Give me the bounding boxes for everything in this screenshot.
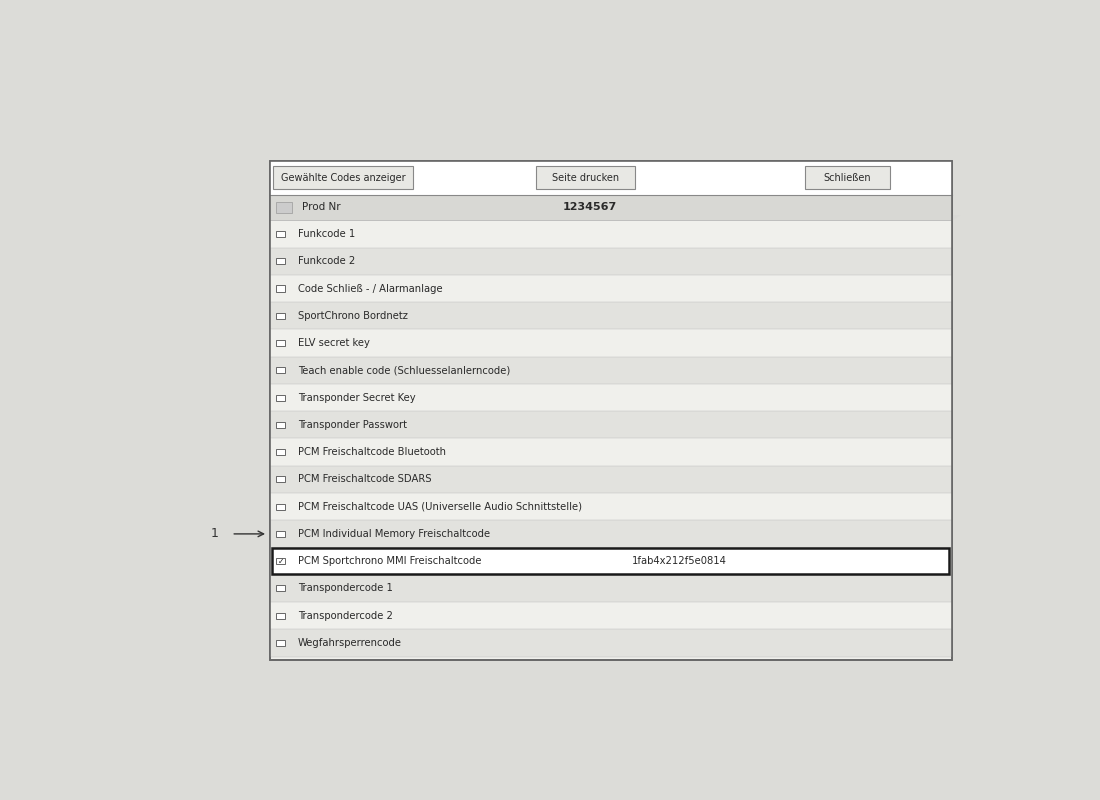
Text: Funkcode 1: Funkcode 1 xyxy=(298,229,355,239)
Bar xyxy=(276,258,285,264)
Bar xyxy=(276,586,285,591)
Bar xyxy=(270,248,952,275)
Bar xyxy=(276,313,285,319)
Bar xyxy=(276,503,285,510)
Bar xyxy=(270,302,952,330)
Bar xyxy=(276,422,285,428)
Bar xyxy=(276,476,285,482)
Text: ELV secret key: ELV secret key xyxy=(298,338,370,348)
Bar xyxy=(536,166,635,189)
Bar xyxy=(276,640,285,646)
Bar xyxy=(805,166,890,189)
Bar xyxy=(270,194,952,221)
Bar xyxy=(270,630,952,657)
Text: ☆: ☆ xyxy=(868,181,967,288)
Bar xyxy=(270,330,952,357)
Bar xyxy=(276,531,285,537)
Text: 1234567: 1234567 xyxy=(563,202,617,213)
Bar xyxy=(270,493,952,520)
Text: Transpondercode 1: Transpondercode 1 xyxy=(298,583,393,594)
Text: 1: 1 xyxy=(210,527,219,540)
Bar xyxy=(270,438,952,466)
Bar xyxy=(270,357,952,384)
Bar xyxy=(270,466,952,493)
Text: PCM Individual Memory Freischaltcode: PCM Individual Memory Freischaltcode xyxy=(298,529,490,539)
Text: Wegfahrsperrencode: Wegfahrsperrencode xyxy=(298,638,402,648)
Text: Teach enable code (Schluesselanlerncode): Teach enable code (Schluesselanlerncode) xyxy=(298,366,510,375)
Bar xyxy=(276,286,285,292)
Text: Seite drucken: Seite drucken xyxy=(551,173,618,182)
Text: Code Schließ - / Alarmanlage: Code Schließ - / Alarmanlage xyxy=(298,283,442,294)
Bar xyxy=(276,558,285,564)
Bar xyxy=(270,161,952,660)
Bar xyxy=(276,340,285,346)
Text: Gewählte Codes anzeiger: Gewählte Codes anzeiger xyxy=(280,173,405,182)
Bar xyxy=(270,520,952,547)
Text: Prod Nr: Prod Nr xyxy=(302,202,341,213)
Text: Schließen: Schließen xyxy=(824,173,871,182)
Bar xyxy=(270,275,952,302)
Bar xyxy=(276,449,285,455)
Text: Transponder Passwort: Transponder Passwort xyxy=(298,420,407,430)
Bar xyxy=(270,411,952,438)
Bar xyxy=(276,367,285,374)
Text: Transponder Secret Key: Transponder Secret Key xyxy=(298,393,416,402)
Text: Funkcode 2: Funkcode 2 xyxy=(298,256,355,266)
Text: PCM Sportchrono MMI Freischaltcode: PCM Sportchrono MMI Freischaltcode xyxy=(298,556,482,566)
Text: SportChrono Bordnetz: SportChrono Bordnetz xyxy=(298,311,408,321)
Bar xyxy=(270,161,952,194)
Text: Transpondercode 2: Transpondercode 2 xyxy=(298,610,393,621)
Text: PCM Freischaltcode UAS (Universelle Audio Schnittstelle): PCM Freischaltcode UAS (Universelle Audi… xyxy=(298,502,582,512)
Bar xyxy=(272,549,949,574)
Bar xyxy=(276,231,285,237)
Text: 1fab4x212f5e0814: 1fab4x212f5e0814 xyxy=(631,556,726,566)
Bar xyxy=(276,613,285,618)
Bar xyxy=(270,384,952,411)
Bar xyxy=(273,166,412,189)
Bar xyxy=(276,202,292,213)
Text: ✓: ✓ xyxy=(277,557,284,566)
Bar xyxy=(276,394,285,401)
Bar xyxy=(270,574,952,602)
Text: a passion for parts since 1985: a passion for parts since 1985 xyxy=(534,404,773,514)
Bar xyxy=(270,547,952,574)
Bar xyxy=(270,602,952,630)
Text: PCM Freischaltcode SDARS: PCM Freischaltcode SDARS xyxy=(298,474,431,484)
Text: PCM Freischaltcode Bluetooth: PCM Freischaltcode Bluetooth xyxy=(298,447,446,457)
Bar xyxy=(270,161,952,660)
Bar xyxy=(270,221,952,248)
